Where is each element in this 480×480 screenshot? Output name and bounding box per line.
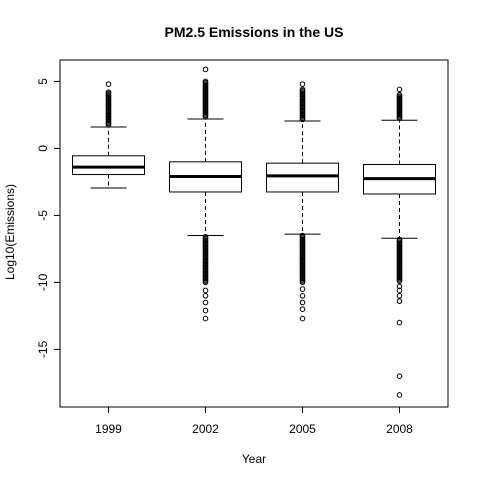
y-axis: 5 0 -5 -10 -15 (36, 78, 60, 358)
box-iqr (266, 162, 339, 193)
outlier-point (299, 292, 306, 299)
box-2005 (266, 81, 339, 322)
box-2008 (363, 86, 436, 398)
x-tick-label: 2005 (289, 422, 316, 436)
outlier-point (299, 116, 306, 123)
boxes-layer (72, 66, 436, 398)
outlier-point (299, 286, 306, 292)
chart-title: PM2.5 Emissions in the US (165, 24, 344, 40)
outlier-point (396, 287, 403, 294)
outlier-point (202, 307, 209, 314)
outlier-point (202, 279, 209, 286)
x-tick-label: 2002 (192, 422, 219, 436)
outlier-point (202, 287, 209, 294)
plot-frame (59, 59, 449, 408)
outlier-point (396, 86, 403, 93)
outlier-point (396, 292, 403, 299)
outlier-point (396, 319, 403, 326)
outlier-point (299, 306, 306, 312)
y-tick-label: 5 (36, 78, 50, 85)
y-tick-label: 0 (36, 145, 50, 152)
outlier-point (202, 299, 209, 306)
box-iqr (72, 155, 145, 176)
outlier-point (105, 121, 112, 128)
y-axis-label: Log10(Emissions) (3, 184, 17, 280)
outlier-point (396, 115, 403, 122)
outlier-point (396, 298, 403, 304)
outlier-point (202, 66, 209, 73)
outlier-point (396, 392, 403, 398)
x-tick-label: 2008 (386, 422, 413, 436)
outlier-point (202, 315, 209, 322)
outlier-point (202, 292, 209, 299)
x-tick-label: 1999 (95, 422, 122, 436)
x-axis: 1999 2002 2005 2008 (95, 407, 413, 436)
outlier-point (396, 373, 403, 379)
y-tick-label: -10 (36, 273, 50, 291)
outlier-point (105, 81, 112, 87)
outlier-point (299, 279, 306, 286)
outlier-point (396, 278, 403, 284)
outlier-point (396, 283, 403, 290)
box-1999 (72, 81, 145, 189)
outlier-point (299, 315, 306, 322)
y-tick-label: -15 (36, 340, 50, 358)
y-tick-label: -5 (36, 210, 50, 221)
box-2002 (169, 66, 242, 322)
x-axis-label: Year (242, 452, 266, 466)
outlier-point (202, 113, 209, 120)
outlier-point (299, 81, 306, 87)
outlier-point (299, 299, 306, 306)
